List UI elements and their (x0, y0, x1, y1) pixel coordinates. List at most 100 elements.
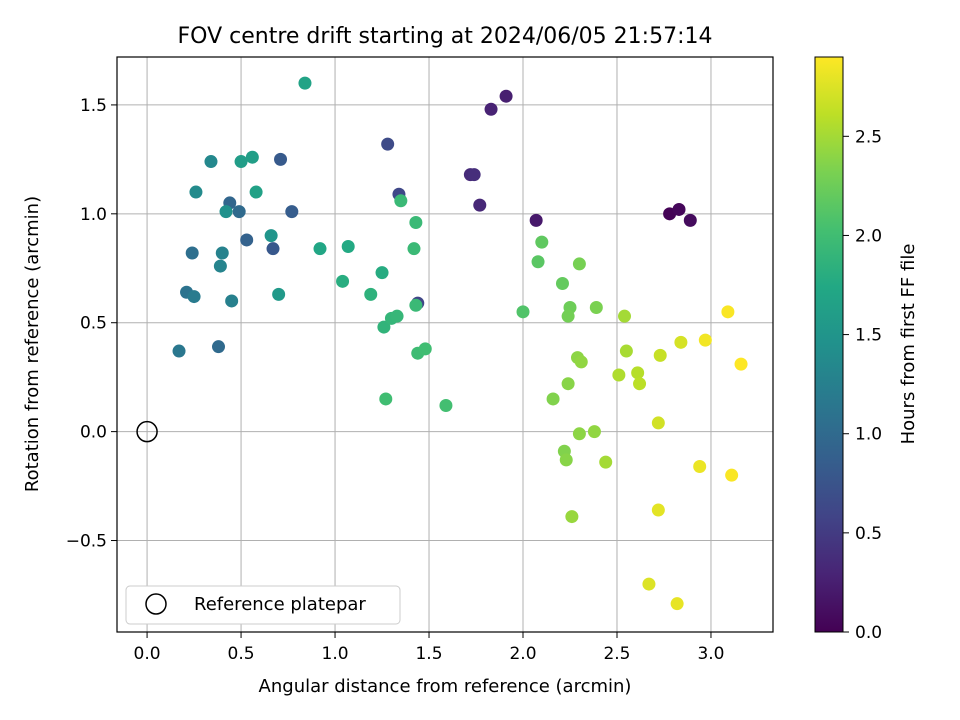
data-point (232, 205, 246, 219)
data-point (212, 340, 226, 354)
data-point (529, 213, 543, 227)
data-point (484, 102, 498, 116)
data-point (375, 266, 389, 280)
y-tick-label: 0.0 (80, 423, 107, 443)
colorbar-tick-label: 0.5 (855, 524, 882, 544)
data-point (407, 242, 421, 256)
y-tick-label: 1.0 (80, 205, 107, 225)
y-axis-label: Rotation from reference (arcmin) (22, 196, 43, 492)
y-tick-label: 1.5 (80, 96, 107, 116)
reference-marker (136, 420, 158, 443)
data-point (418, 342, 432, 356)
data-point (631, 366, 645, 380)
data-point (698, 333, 712, 347)
x-axis-ticks: 0.0 0.5 1.0 1.5 2.0 2.5 3.0 (134, 632, 724, 664)
data-point (219, 205, 233, 219)
data-point (298, 76, 312, 90)
data-point (313, 242, 327, 256)
data-point (394, 194, 408, 208)
data-point (612, 368, 626, 382)
x-tick-label: 1.0 (322, 644, 349, 664)
data-point (185, 246, 199, 260)
data-point (619, 344, 633, 358)
data-point (285, 205, 299, 219)
data-point (381, 137, 395, 151)
data-point (546, 392, 560, 406)
data-point (565, 510, 579, 524)
data-point (213, 259, 227, 273)
data-point (439, 398, 453, 412)
data-point (204, 155, 218, 169)
x-tick-label: 2.5 (603, 644, 630, 664)
legend: Reference platepar (125, 585, 401, 625)
data-point (574, 355, 588, 369)
colorbar-tick-label: 1.5 (855, 326, 882, 346)
data-points (172, 76, 748, 611)
data-point (725, 468, 739, 482)
data-point (721, 305, 735, 319)
chart-title: FOV centre drift starting at 2024/06/05 … (178, 24, 713, 49)
data-point (499, 89, 513, 103)
colorbar: 0.0 0.5 1.0 1.5 2.0 2.5 Hours from first FF f… (814, 56, 919, 643)
x-tick-label: 1.5 (415, 644, 442, 664)
data-point (559, 453, 573, 467)
data-point (572, 427, 586, 441)
data-point (535, 235, 549, 249)
legend-box (125, 585, 401, 625)
data-point (734, 357, 748, 371)
data-point (572, 257, 586, 271)
data-point (561, 377, 575, 391)
data-point (264, 229, 278, 243)
data-point (653, 348, 667, 362)
data-point (467, 168, 481, 182)
data-point (234, 155, 248, 169)
x-tick-label: 3.0 (697, 644, 724, 664)
data-point (642, 577, 656, 591)
data-point (336, 274, 350, 288)
x-tick-label: 0.5 (228, 644, 255, 664)
data-point (341, 239, 355, 253)
data-point (172, 344, 186, 358)
data-point (672, 202, 686, 216)
y-tick-label: −0.5 (66, 532, 107, 552)
data-point (377, 320, 391, 334)
colorbar-gradient (814, 56, 844, 633)
data-point (587, 425, 601, 439)
data-point (633, 377, 647, 391)
data-point (187, 290, 201, 304)
data-point (390, 309, 404, 323)
data-point (240, 233, 254, 247)
y-axis-ticks: −0.5 0.0 0.5 1.0 1.5 (66, 96, 117, 552)
data-point (409, 216, 423, 230)
data-point (266, 242, 280, 256)
colorbar-label: Hours from first FF file (898, 244, 919, 445)
data-point (555, 277, 569, 291)
plot-area-frame (116, 56, 774, 633)
y-tick-label: 0.5 (80, 314, 107, 334)
colorbar-ticks: 0.0 0.5 1.0 1.5 2.0 2.5 (843, 127, 882, 643)
data-point (473, 198, 487, 212)
colorbar-tick-label: 2.0 (855, 226, 882, 246)
data-point (189, 185, 203, 199)
x-axis-label: Angular distance from reference (arcmin) (259, 676, 632, 697)
data-point (364, 287, 378, 301)
data-point (225, 294, 239, 308)
data-point (409, 298, 423, 312)
data-point (651, 416, 665, 430)
data-point (516, 305, 530, 319)
data-point (249, 185, 263, 199)
colorbar-tick-label: 1.0 (855, 425, 882, 445)
data-point (651, 503, 665, 517)
data-point (693, 459, 707, 473)
data-point (618, 309, 632, 323)
data-point (531, 255, 545, 269)
data-point (215, 246, 229, 260)
colorbar-tick-label: 0.0 (855, 623, 882, 643)
colorbar-tick-label: 2.5 (855, 127, 882, 147)
data-point (245, 150, 259, 164)
data-point (561, 309, 575, 323)
x-tick-label: 0.0 (134, 644, 161, 664)
data-point (589, 300, 603, 314)
data-point (599, 455, 613, 469)
